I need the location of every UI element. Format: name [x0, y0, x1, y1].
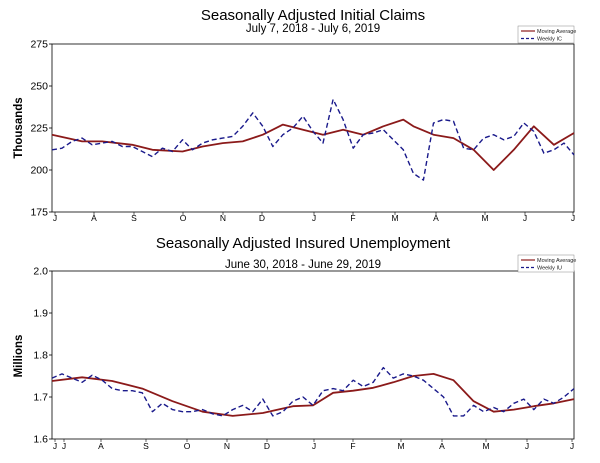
plot-area-frame	[51, 43, 575, 213]
x-tick-label: A	[91, 213, 97, 223]
series-line-weekly	[51, 366, 575, 417]
series-lines	[51, 98, 575, 181]
series-line-moving-average	[51, 118, 575, 171]
insured-unemployment-chart: Seasonally Adjusted Insured Unemployment…	[13, 235, 576, 451]
x-tick-label: M	[391, 213, 398, 223]
x-tick-label: S	[131, 213, 137, 223]
series-line-weekly	[51, 98, 575, 181]
x-tick-label: J	[523, 213, 527, 223]
x-tick-label: D	[259, 213, 265, 223]
x-tick-label: A	[98, 441, 104, 451]
x-tick-label: J	[62, 441, 66, 451]
legend-label-weekly: Weekly IU	[537, 266, 562, 272]
x-tick-label: M	[397, 441, 404, 451]
y-tick-label: 250	[30, 81, 48, 93]
x-tick-label: M	[481, 213, 488, 223]
y-tick-label: 275	[30, 39, 48, 51]
x-tick-label: J	[571, 213, 575, 223]
legend-label-moving-average: Moving Average	[537, 258, 576, 264]
legend: Moving Average Weekly IU	[517, 254, 576, 273]
x-tick-label: J	[312, 441, 316, 451]
x-tick-label: N	[224, 441, 230, 451]
x-tick-label: M	[482, 441, 489, 451]
y-tick-label: 1.7	[33, 392, 48, 404]
y-tick-label: 200	[30, 165, 48, 177]
x-tick-label: F	[350, 441, 355, 451]
x-tick-label: N	[220, 213, 226, 223]
chart-title: Seasonally Adjusted Insured Unemployment	[156, 235, 451, 252]
y-tick-label: 1.8	[33, 350, 48, 362]
x-tick-label: J	[570, 441, 574, 451]
y-tick-label: 175	[30, 207, 48, 219]
x-tick-label: J	[53, 441, 57, 451]
chart-subtitle: June 30, 2018 - June 29, 2019	[225, 259, 381, 271]
legend-label-weekly: Weekly IC	[537, 37, 562, 43]
y-tick-label: 2.0	[33, 266, 48, 278]
x-tick-label: O	[180, 213, 187, 223]
y-tick-label: 1.6	[33, 434, 48, 446]
series-lines	[51, 366, 575, 417]
x-tick-label: D	[264, 441, 270, 451]
series-line-moving-average	[51, 372, 575, 417]
x-tick-label: J	[525, 441, 529, 451]
x-tick-label: A	[433, 213, 439, 223]
x-tick-label: F	[350, 213, 355, 223]
x-tick-label: A	[439, 441, 445, 451]
y-axis-ticks: 275 250 225 200 175	[30, 39, 52, 219]
legend-label-moving-average: Moving Average	[537, 29, 576, 35]
y-axis-ticks: 2.0 1.9 1.8 1.7 1.6	[33, 266, 52, 446]
y-tick-label: 1.9	[33, 308, 48, 320]
initial-claims-chart: Seasonally Adjusted Initial Claims July …	[13, 7, 576, 223]
x-tick-label: O	[184, 441, 191, 451]
y-tick-label: 225	[30, 123, 48, 135]
y-axis-label: Millions	[13, 335, 25, 378]
x-tick-label: J	[312, 213, 316, 223]
x-tick-label: J	[53, 213, 57, 223]
chart-subtitle: July 7, 2018 - July 6, 2019	[246, 23, 380, 35]
legend: Moving Average Weekly IC	[517, 25, 576, 44]
plot-area-frame	[51, 270, 575, 440]
y-axis-label: Thousands	[13, 97, 25, 158]
chart-title: Seasonally Adjusted Initial Claims	[201, 7, 425, 24]
x-tick-label: S	[143, 441, 149, 451]
